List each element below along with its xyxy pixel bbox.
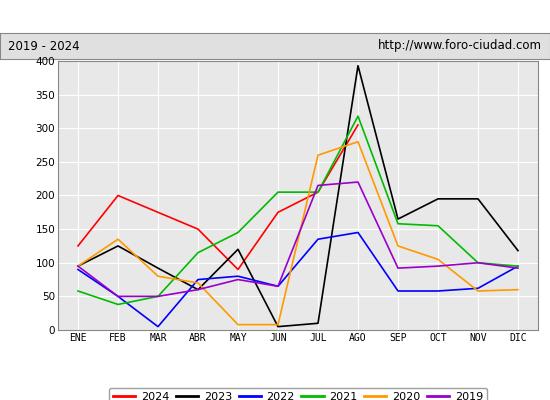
Text: Evolucion Nº Turistas Nacionales en el municipio de Chera: Evolucion Nº Turistas Nacionales en el m… xyxy=(73,10,477,24)
Legend: 2024, 2023, 2022, 2021, 2020, 2019: 2024, 2023, 2022, 2021, 2020, 2019 xyxy=(109,388,487,400)
Text: http://www.foro-ciudad.com: http://www.foro-ciudad.com xyxy=(378,40,542,52)
Text: 2019 - 2024: 2019 - 2024 xyxy=(8,40,80,52)
